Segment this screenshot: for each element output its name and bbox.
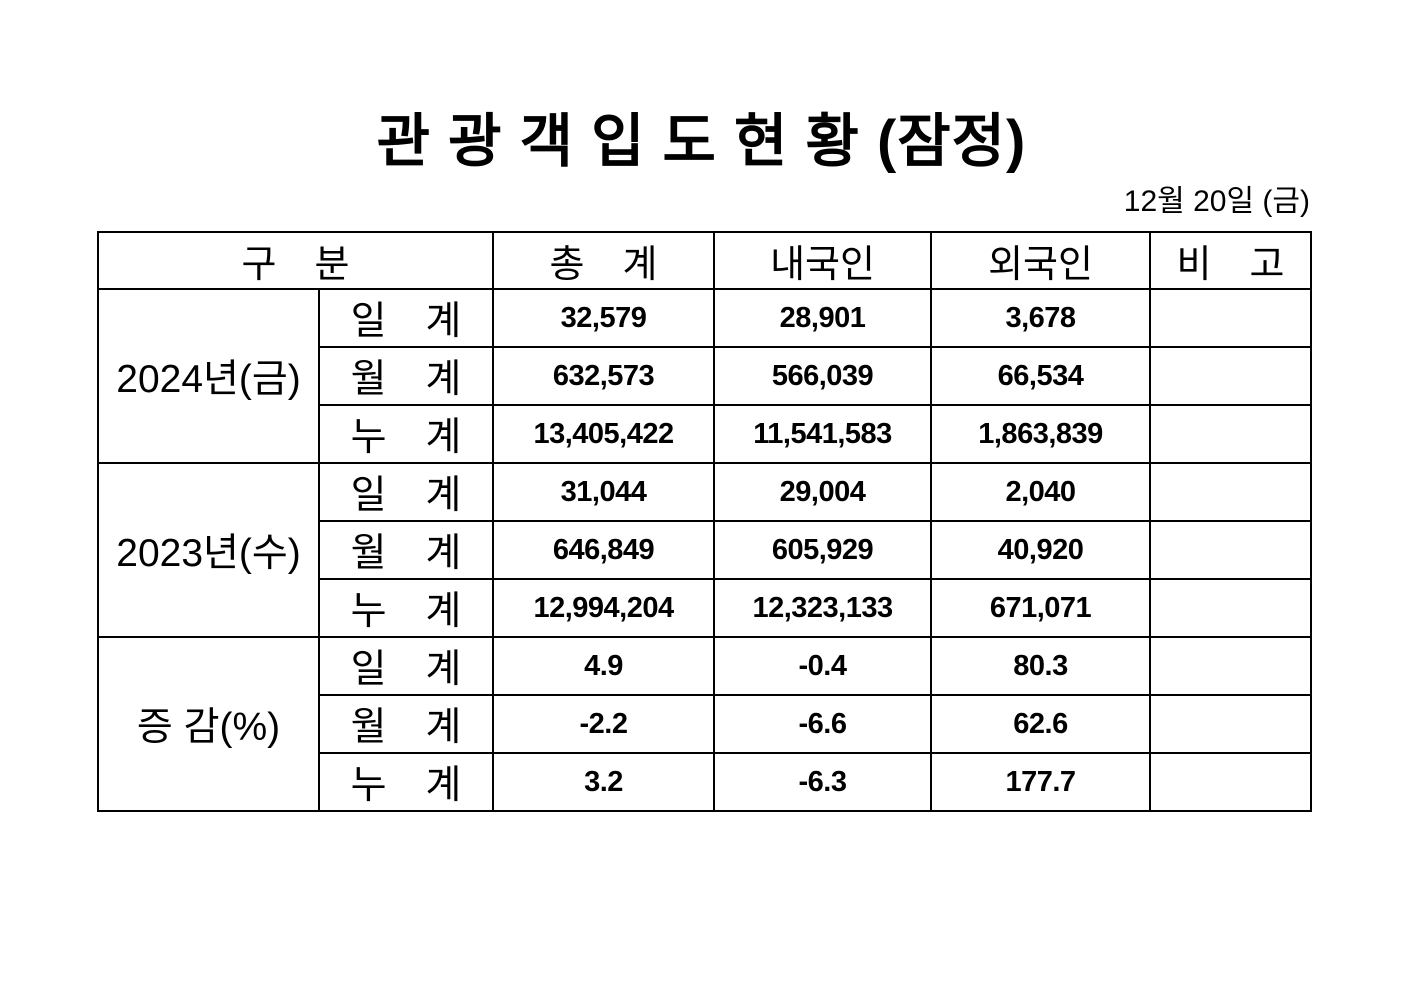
cell-remarks	[1149, 520, 1313, 580]
group-label-2023: 2023년(수)	[97, 462, 320, 638]
col-header-category: 구 분	[96, 231, 495, 290]
page-title: 관 광 객 입 도 현 황 (잠정)	[376, 109, 1027, 174]
row-label-monthly: 월 계	[317, 694, 495, 754]
cell-total: 646,849	[492, 520, 716, 580]
cell-foreign: 2,040	[930, 462, 1152, 522]
table-row: 월 계 632,573 566,039 66,534	[98, 346, 1313, 406]
cell-total: 13,405,422	[492, 404, 716, 464]
cell-total: 31,044	[492, 462, 716, 522]
cell-remarks	[1149, 752, 1313, 812]
row-label-monthly: 월 계	[317, 346, 495, 406]
table-row: 2023년(수) 일 계 31,044 29,004 2,040	[97, 462, 1313, 638]
group-label-2024: 2024년(금)	[97, 288, 320, 464]
cell-foreign: 3,678	[930, 288, 1152, 348]
cell-foreign: 177.7	[930, 752, 1152, 812]
cell-foreign: 80.3	[930, 636, 1152, 696]
cell-foreign: 40,920	[930, 520, 1152, 580]
cell-remarks	[1149, 462, 1313, 522]
row-label-cumulative: 누 계	[317, 404, 495, 464]
table-row: 증 감(%) 일 계 4.9 -0.4 80.3	[97, 636, 1313, 812]
cell-domestic: 566,039	[713, 346, 933, 406]
table-header-row: 구 분 총 계 내국인 외국인 비 고	[96, 231, 1313, 290]
cell-domestic: 29,004	[713, 462, 933, 522]
group-label-change-pct: 증 감(%)	[97, 636, 320, 812]
cell-foreign: 62.6	[930, 694, 1152, 754]
table-row: 월 계 -2.2 -6.6 62.6	[98, 694, 1313, 754]
cell-domestic: -6.6	[713, 694, 933, 754]
row-label-cumulative: 누 계	[317, 578, 495, 638]
cell-total: 3.2	[492, 752, 716, 812]
col-header-remarks: 비 고	[1149, 231, 1313, 290]
col-header-domestic: 내국인	[713, 231, 933, 290]
cell-remarks	[1149, 346, 1313, 406]
cell-domestic: 605,929	[713, 520, 933, 580]
cell-domestic: -0.4	[713, 636, 933, 696]
cell-remarks	[1149, 636, 1313, 696]
cell-domestic: 12,323,133	[713, 578, 933, 638]
col-header-foreign: 외국인	[930, 231, 1152, 290]
row-label-daily: 일 계	[317, 288, 495, 348]
cell-total: 4.9	[492, 636, 716, 696]
cell-foreign: 671,071	[930, 578, 1152, 638]
table-row: 누 계 3.2 -6.3 177.7	[98, 752, 1313, 812]
report-date: 12월 20일 (금)	[1123, 185, 1310, 218]
row-label-daily: 일 계	[317, 462, 495, 522]
cell-total: 12,994,204	[492, 578, 716, 638]
row-label-daily: 일 계	[317, 636, 495, 696]
table-row: 월 계 646,849 605,929 40,920	[98, 520, 1313, 580]
cell-remarks	[1149, 578, 1313, 638]
tourist-arrival-table: 구 분 총 계 내국인 외국인 비 고 2024년(금) 일 계 32,579 …	[96, 231, 1313, 812]
cell-domestic: 28,901	[713, 288, 933, 348]
table-row: 2024년(금) 일 계 32,579 28,901 3,678	[97, 288, 1313, 464]
col-header-total: 총 계	[492, 231, 716, 290]
cell-domestic: 11,541,583	[713, 404, 933, 464]
cell-total: 632,573	[492, 346, 716, 406]
cell-foreign: 66,534	[930, 346, 1152, 406]
row-label-monthly: 월 계	[317, 520, 495, 580]
cell-remarks	[1149, 404, 1313, 464]
table-row: 누 계 12,994,204 12,323,133 671,071	[98, 578, 1313, 638]
row-label-cumulative: 누 계	[317, 752, 495, 812]
cell-total: -2.2	[492, 694, 716, 754]
cell-domestic: -6.3	[713, 752, 933, 812]
cell-remarks	[1149, 694, 1313, 754]
cell-foreign: 1,863,839	[930, 404, 1152, 464]
cell-total: 32,579	[492, 288, 716, 348]
cell-remarks	[1149, 288, 1313, 348]
table-row: 누 계 13,405,422 11,541,583 1,863,839	[98, 404, 1313, 464]
